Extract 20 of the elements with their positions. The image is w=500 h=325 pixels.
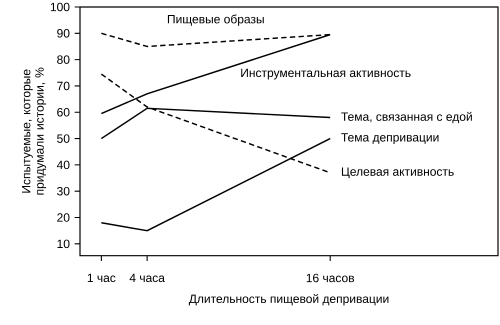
series-label: Целевая активность bbox=[342, 167, 454, 178]
y-tick-label: 20 bbox=[57, 213, 70, 222]
series-label: Тема, связанная с едой bbox=[341, 112, 472, 124]
series-label: Пищевые образы bbox=[168, 14, 264, 26]
y-tick-label: 40 bbox=[56, 160, 70, 170]
series-label: Тема депривации bbox=[341, 133, 438, 144]
y-tick-label: 100 bbox=[50, 2, 70, 12]
y-tick-label: 80 bbox=[57, 55, 70, 64]
x-tick-label: 1 час bbox=[88, 274, 116, 282]
y-axis-title: Испытуемые, которые придумали истории, % bbox=[22, 68, 46, 195]
x-tick-label: 16 часов bbox=[306, 274, 354, 282]
y-tick-label: 70 bbox=[57, 82, 70, 90]
x-tick-label: 4 часа bbox=[130, 274, 165, 282]
y-tick-label: 90 bbox=[57, 29, 70, 38]
y-tick-label: 30 bbox=[57, 186, 70, 196]
y-tick-label: 60 bbox=[57, 108, 70, 117]
y-tick-label: 50 bbox=[57, 134, 70, 143]
series-label: Инструментальная активность bbox=[241, 68, 411, 80]
x-axis-title: Длительность пищевой депривации bbox=[188, 294, 388, 306]
y-tick-label: 10 bbox=[58, 240, 70, 248]
